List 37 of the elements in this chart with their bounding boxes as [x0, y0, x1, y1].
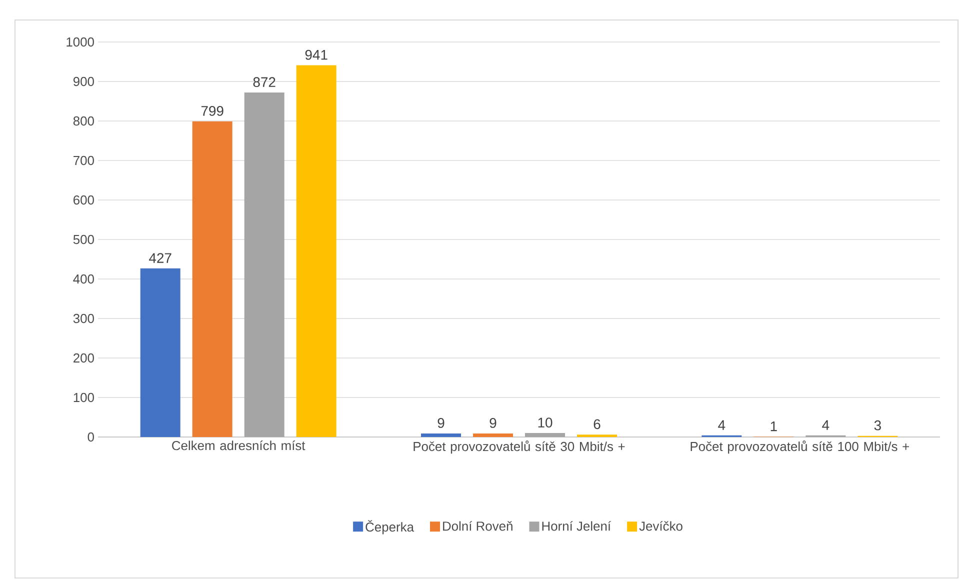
data-label: 941: [305, 50, 328, 60]
data-label: 4: [718, 420, 726, 430]
y-tick-label: 500: [73, 234, 94, 244]
bar: [244, 92, 284, 437]
y-tick-label: 100: [74, 392, 94, 402]
y-tick-label: 800: [73, 116, 94, 126]
legend-label: Dolní Roveň: [443, 521, 512, 531]
bar: [140, 268, 180, 437]
x-tick-label: Celkem adresních míst: [172, 440, 306, 450]
bar: [473, 433, 514, 437]
data-label: 872: [253, 77, 276, 88]
legend-label: Horní Jelení: [542, 521, 611, 531]
y-tick-label: 600: [74, 195, 94, 205]
y-tick-label: 300: [73, 314, 94, 324]
bar: [296, 65, 336, 437]
data-label: 9: [490, 418, 496, 428]
x-tick-label: Počet provozovatelů sítě 30 Mbit/s +: [414, 440, 625, 454]
data-label: 4: [822, 420, 830, 430]
x-tick-label: Počet provozovatelů sítě 100 Mbit/s +: [690, 440, 909, 454]
y-tick-label: 700: [74, 156, 94, 166]
bar: [192, 121, 232, 437]
data-label: 3: [874, 420, 881, 430]
y-tick-label: 900: [73, 76, 94, 86]
data-label: 799: [201, 106, 224, 116]
data-label: 6: [594, 419, 600, 430]
data-label: 9: [438, 418, 444, 428]
bar: [525, 433, 566, 437]
data-label: 10: [538, 418, 552, 428]
y-tick-label: 0: [88, 432, 94, 442]
data-label: 427: [149, 253, 172, 263]
legend-label: Jevíčko: [639, 521, 682, 531]
legend-label: Čeperka: [366, 520, 414, 534]
y-tick-label: 200: [74, 353, 94, 363]
data-label: 1: [770, 421, 777, 432]
bar: [421, 433, 462, 437]
y-tick-label: 1000: [66, 37, 94, 47]
y-tick-label: 400: [73, 274, 94, 284]
